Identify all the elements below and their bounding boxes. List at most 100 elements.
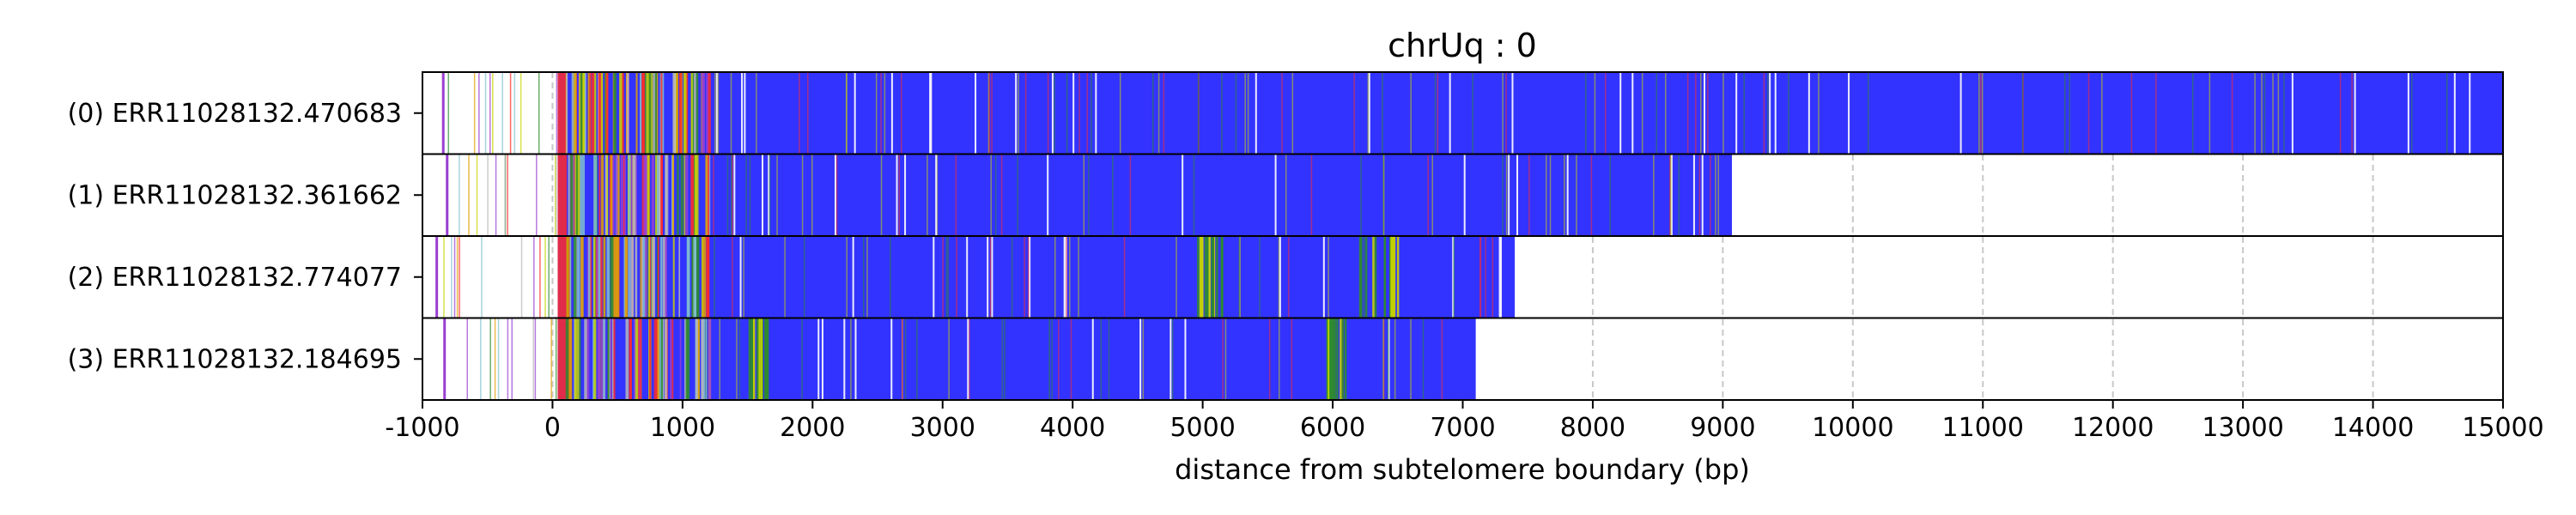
read-0-variant-stripe: [1472, 72, 1473, 154]
read-2-variant-stripe: [1279, 236, 1281, 318]
read-1-variant-stripe: [769, 154, 771, 236]
read-1-lead-stripe: [468, 154, 470, 236]
read-3-lead-stripe: [494, 318, 496, 400]
read-2-variant-stripe: [942, 236, 944, 318]
read-3-variant-stripe: [600, 318, 604, 400]
read-3-cluster-stripe: [757, 318, 761, 400]
x-tick-label-13: 12000: [2072, 413, 2154, 443]
read-0-variant-stripe: [1119, 72, 1121, 154]
read-0-variant-stripe: [1410, 72, 1412, 154]
read-3-variant-stripe: [597, 318, 601, 400]
read-0-variant-stripe: [756, 72, 757, 154]
read-2-variant-stripe: [991, 236, 993, 318]
read-0-variant-stripe: [1619, 72, 1622, 154]
read-0-variant-stripe: [1594, 72, 1596, 154]
read-0-variant-stripe: [1695, 72, 1697, 154]
read-2-variant-stripe: [702, 236, 707, 318]
read-1-variant-stripe: [726, 154, 729, 236]
read-0-variant-stripe: [1235, 72, 1237, 154]
read-2-variant-stripe: [803, 236, 805, 318]
read-0-variant-stripe: [1157, 72, 1160, 154]
read-1-variant-stripe: [1653, 154, 1655, 236]
read-1-variant-stripe: [581, 154, 586, 236]
read-3-cluster-stripe: [1329, 318, 1333, 400]
read-0-lead-stripe: [556, 72, 558, 154]
read-3-cluster-stripe: [1341, 318, 1345, 400]
read-0-variant-stripe: [678, 72, 682, 154]
read-3-variant-stripe: [1441, 318, 1443, 400]
read-1-variant-stripe: [635, 154, 637, 236]
x-tick-label-5: 4000: [1040, 413, 1105, 443]
read-1-variant-stripe: [1427, 154, 1429, 236]
plot-frame: (0) ERR11028132.470683 (1) ERR11028132.36…: [68, 71, 2504, 401]
read-3-variant-stripe: [1048, 318, 1050, 400]
read-3-variant-stripe: [821, 318, 823, 400]
read-0-variant-stripe: [1078, 72, 1080, 154]
read-0-variant-stripe: [2351, 72, 2353, 154]
read-1-variant-stripe: [1000, 154, 1003, 236]
read-0-variant-stripe: [1818, 72, 1820, 154]
read-2-variant-stripe: [610, 236, 614, 318]
read-2-variant-stripe: [628, 236, 631, 318]
read-3-variant-stripe: [579, 318, 581, 400]
read-0-variant-stripe: [1066, 72, 1068, 154]
read-3-variant-stripe: [850, 318, 852, 400]
read-2-variant-stripe: [866, 236, 868, 318]
read-2-variant-stripe: [1492, 236, 1494, 318]
read-1-variant-stripe: [1047, 154, 1049, 236]
read-0-variant-stripe: [1686, 72, 1689, 154]
read-0-variant-stripe: [1449, 72, 1451, 154]
read-1-variant-stripe: [730, 154, 732, 236]
read-0-variant-stripe: [806, 72, 809, 154]
read-2-variant-stripe: [732, 236, 733, 318]
x-tick-label-8: 7000: [1430, 413, 1495, 443]
read-0-variant-stripe: [2254, 72, 2256, 154]
read-2-variant-stripe: [635, 236, 638, 318]
read-1-variant-stripe: [1576, 154, 1577, 236]
read-0-variant-stripe: [1091, 72, 1092, 154]
x-tick-label-6: 5000: [1170, 413, 1235, 443]
read-2-variant-stripe: [566, 236, 570, 318]
read-row-3: [443, 318, 1476, 400]
read-3-variant-stripe: [685, 318, 689, 400]
read-2-variant-stripe: [1327, 236, 1329, 318]
read-0-variant-stripe: [2272, 72, 2274, 154]
read-3-lead-stripe: [466, 318, 468, 400]
read-2-variant-stripe: [645, 236, 647, 318]
read-1-variant-stripe: [749, 154, 751, 236]
read-1-variant-stripe: [1692, 154, 1695, 236]
read-2-variant-stripe: [1278, 236, 1280, 318]
read-0-variant-stripe: [641, 72, 645, 154]
read-2-variant-stripe: [598, 236, 602, 318]
read-1-variant-stripe: [896, 154, 898, 236]
read-0-variant-stripe: [799, 72, 800, 154]
read-3-cluster-stripe: [1326, 318, 1329, 400]
read-2-cluster-stripe: [1388, 236, 1392, 318]
read-2-start-marker: [435, 236, 439, 318]
read-2-cluster-stripe: [1216, 236, 1218, 318]
read-0-variant-stripe: [626, 72, 629, 154]
x-tick-label-11: 10000: [1812, 413, 1893, 443]
read-1-variant-stripe: [683, 154, 686, 236]
read-1-lead-stripe: [495, 154, 497, 236]
read-0-variant-stripe: [1086, 72, 1089, 154]
read-0-variant-stripe: [890, 72, 893, 154]
read-2-variant-stripe: [706, 236, 710, 318]
read-0-repeat-block: [557, 72, 2503, 154]
read-1-variant-stripe: [705, 154, 708, 236]
read-2-variant-stripe: [1287, 236, 1290, 318]
read-1-variant-stripe: [1017, 154, 1018, 236]
read-0-variant-stripe: [646, 72, 649, 154]
read-2-lead-stripe: [544, 236, 546, 318]
read-1-variant-stripe: [990, 154, 992, 236]
read-1-variant-stripe: [1549, 154, 1552, 236]
read-0-variant-stripe: [582, 72, 585, 154]
read-0-variant-stripe: [2354, 72, 2356, 154]
read-3-variant-stripe: [1410, 318, 1412, 400]
read-3-variant-stripe: [1058, 318, 1060, 400]
read-0-variant-stripe: [639, 72, 642, 154]
read-2-cluster-stripe: [1374, 236, 1377, 318]
read-1-variant-stripe: [835, 154, 838, 236]
read-1-variant-stripe: [580, 154, 582, 236]
